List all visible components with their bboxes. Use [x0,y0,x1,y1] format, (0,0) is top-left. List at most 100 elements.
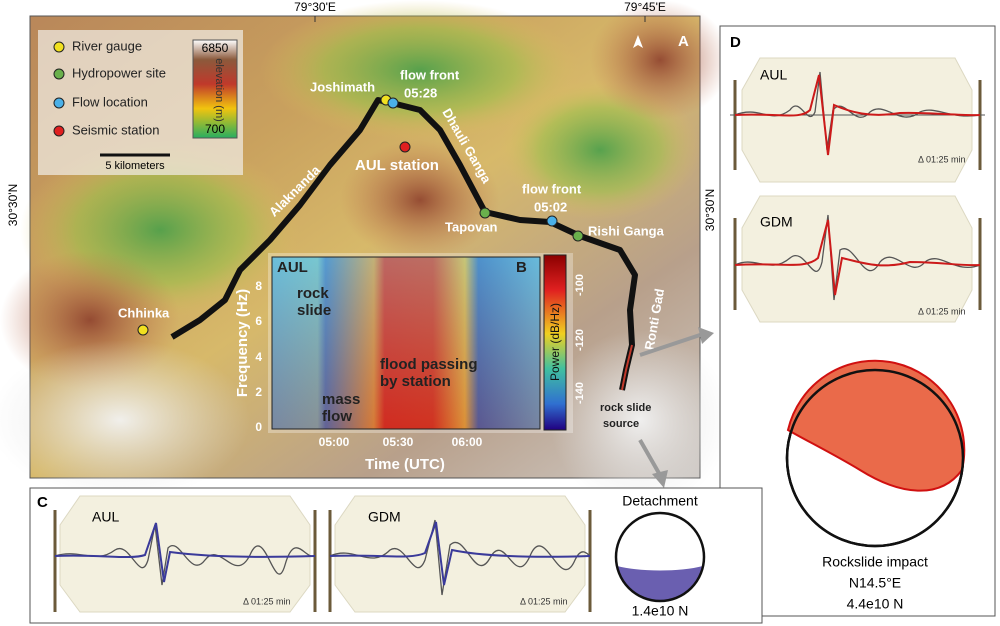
north-arrow [633,35,643,48]
terrain-patch [0,340,250,500]
legend-swatch [53,125,65,137]
waveform-observed [734,71,981,151]
hydropower-marker [479,207,491,219]
waveform-box: AUL Δ 01:25 min [53,495,317,613]
flow-location-marker [387,97,399,109]
legend-swatch [53,41,65,53]
terrain-patch [260,0,580,140]
flow-location-marker [546,215,558,227]
annotation: slide [297,302,331,319]
station-label: GDM [368,509,401,525]
spectrogram-panel: AUL B rock slide flood passing by statio… [234,253,586,473]
y-tick-label: 8 [255,279,262,293]
arrowhead [698,327,714,344]
station-label: AUL [760,67,787,83]
pointer-arrow [638,439,662,476]
annotation: by station [380,373,451,390]
x-tick-label: 05:00 [319,435,350,449]
station-label: GDM [760,214,793,230]
waveform-box: GDM Δ 01:25 min [328,495,592,613]
elevation-label: elevation (m) [213,58,225,122]
mechanism-title: Detachment [622,493,698,509]
place-label: rock slide [600,402,651,414]
waveform-model [734,74,981,156]
elevation-bar [192,39,238,139]
legend-label: Hydropower site [72,65,166,80]
waveform-background [334,495,586,613]
duration-label: Δ 01:25 min [918,306,966,316]
y-tick-label: 6 [255,314,262,328]
waveform-box: AUL Δ 01:25 min [730,57,985,183]
duration-label: Δ 01:25 min [918,154,966,164]
river-gauge-marker [137,324,149,336]
spectrogram-overlay [272,257,540,429]
elevation-min: 700 [205,122,225,136]
legend-label: Seismic station [72,122,159,137]
place-label: Rishi Ganga [588,223,665,238]
beachball-outline [614,511,706,603]
mechanism-force: 4.4e10 N [847,596,904,612]
legend-label: Flow location [72,94,148,109]
place-label: source [603,418,639,430]
arrowhead [652,470,668,488]
legend-swatch [53,68,65,80]
waveform-model [54,522,316,583]
place-label: Chhinka [118,305,170,320]
spectrogram-frame [271,256,541,430]
colorbar [543,254,567,431]
x-axis-label: Time (UTC) [365,456,445,473]
mechanism-force: 1.4e10 N [632,603,689,619]
annotation: flood passing [380,356,478,373]
waveform-observed [329,519,591,596]
hydropower-marker [572,230,584,242]
duration-label: Δ 01:25 min [520,596,568,606]
legend: River gauge Hydropower site Flow locatio… [38,30,243,175]
waveform-observed [54,524,316,586]
mechanism-title: Rockslide impact [822,554,928,570]
longitude-label: 79°45'E [624,0,666,14]
longitude-label: 79°30'E [294,0,336,14]
terrain-patch [590,0,730,120]
station-label: AUL [277,259,308,276]
y-tick-label: 2 [255,385,262,399]
terrain-patch [550,330,730,510]
annotation: rock [297,285,329,302]
place-label: AUL station [355,157,439,174]
place-label: Tapovan [445,219,498,234]
colorbar-tick-label: -100 [574,274,586,296]
y-tick-label: 4 [255,350,262,364]
river-path [170,97,638,391]
place-label: 05:02 [534,199,567,214]
beachball-compression [786,359,966,492]
panel-letter: C [37,494,48,511]
waveform-box: GDM Δ 01:25 min [733,195,982,323]
panel-letter: A [678,33,689,50]
annotation: flow [322,408,352,425]
place-label: Joshimath [310,79,375,94]
x-tick-label: 05:30 [383,435,414,449]
colorbar-label: Power (dB/Hz) [548,303,562,381]
rockslide-path [621,344,633,391]
waveform-model [734,219,981,296]
colorbar-tick-label: -120 [574,329,586,351]
panel-letter: B [516,259,527,276]
y-tick-label: 0 [255,420,262,434]
duration-label: Δ 01:25 min [243,596,291,606]
seismic-station-marker [399,141,411,153]
latitude-label: 30°30'N [6,184,20,226]
mechanism-direction: N14.5°E [849,575,901,591]
y-axis-label: Frequency (Hz) [234,289,251,397]
station-label: AUL [92,509,119,525]
x-tick-label: 06:00 [452,435,483,449]
waveform-background [741,57,973,183]
beachball-compression [617,566,703,601]
legend-swatch [53,97,65,109]
annotation: mass [322,391,360,408]
beachball-outline [785,368,965,548]
place-label: 05:28 [404,85,437,100]
legend-label: River gauge [72,38,142,53]
place-label: flow front [522,181,582,196]
